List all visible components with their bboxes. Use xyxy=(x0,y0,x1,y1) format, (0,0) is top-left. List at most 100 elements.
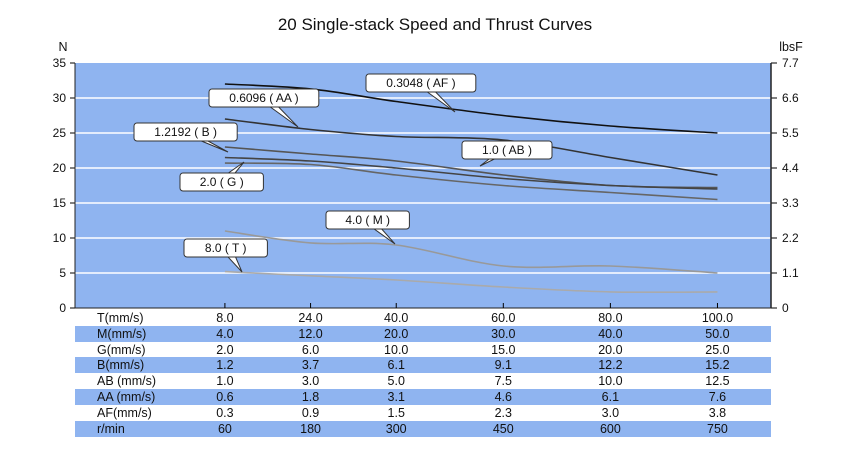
table-cell: 1.0 xyxy=(216,374,234,389)
y-left-tick-label: 20 xyxy=(53,161,67,175)
table-cell: 40.0 xyxy=(384,311,409,325)
table-row: r/min 60 180 300 450 600 750 xyxy=(75,420,771,437)
table-row: G(mm/s) 2.0 6.0 10.0 15.0 20.0 25.0 xyxy=(75,342,771,358)
table-row-label: T(mm/s) xyxy=(97,311,144,325)
series-line xyxy=(224,156,718,190)
table-cell: 15.0 xyxy=(491,342,516,357)
table-row: AA (mm/s) 0.6 1.8 3.1 4.6 6.1 7.6 xyxy=(75,389,771,405)
series-line xyxy=(224,162,718,201)
table-cell: 7.6 xyxy=(708,390,727,404)
callout-box xyxy=(325,210,410,230)
series-label: 0.3048 ( AF ) xyxy=(386,76,455,90)
table-row-label: M(mm/s) xyxy=(97,326,147,341)
table-cell: 1.2 xyxy=(216,358,234,373)
table-cell: 3.0 xyxy=(301,374,320,389)
table-row-label: AF(mm/s) xyxy=(97,405,152,420)
series-label: 2.0 ( G ) xyxy=(200,175,244,189)
chart-title: 20 Single-stack Speed and Thrust Curves xyxy=(277,15,593,34)
table-cell: 60.0 xyxy=(491,311,516,325)
table-cell: 9.1 xyxy=(494,358,512,373)
table-cell: 1.5 xyxy=(387,405,405,420)
table-cell: 4.6 xyxy=(494,390,512,404)
table-cell: 1.8 xyxy=(301,390,320,404)
series-line xyxy=(224,118,718,176)
y-right-tick-label: 2.2 xyxy=(782,231,799,245)
table-cell: 12.5 xyxy=(705,374,730,389)
y-right-tick-label: 3.3 xyxy=(782,196,799,210)
series-label: 1.2192 ( B ) xyxy=(154,125,217,139)
table-cell: 3.1 xyxy=(387,390,405,404)
y-left-tick-label: 30 xyxy=(53,91,67,105)
table-row-label: AB (mm/s) xyxy=(97,374,157,389)
callout-box xyxy=(183,238,268,258)
series-label: 4.0 ( M ) xyxy=(345,213,390,227)
table-row-label: G(mm/s) xyxy=(97,342,146,357)
table-cell: 6.1 xyxy=(387,358,405,373)
y-left-tick-label: 10 xyxy=(53,231,67,245)
table-cell: 3.8 xyxy=(708,405,727,420)
y-right-axis-label: lbsF xyxy=(779,40,803,54)
table-cell: 10.0 xyxy=(598,374,623,389)
y-left-tick-label: 5 xyxy=(59,266,66,280)
table-cell: 300 xyxy=(385,421,407,436)
table-cell: 3.7 xyxy=(301,358,320,373)
table-cell: 0.3 xyxy=(216,405,234,420)
y-right-tick-label: 7.7 xyxy=(782,56,799,70)
y-left-tick-label: 25 xyxy=(53,126,67,140)
y-right-tick-label: 1.1 xyxy=(782,266,799,280)
table-row: AF(mm/s) 0.3 0.9 1.5 2.3 3.0 3.8 xyxy=(75,405,771,421)
plot-background xyxy=(75,63,771,308)
table-cell: 2.3 xyxy=(494,405,512,420)
table-cell: 2.0 xyxy=(216,342,234,357)
y-right-tick-label: 0 xyxy=(782,301,789,315)
y-right-tick-label: 6.6 xyxy=(782,91,799,105)
table-cell: 60 xyxy=(217,421,232,436)
table-cell: 8.0 xyxy=(216,311,234,325)
series-line xyxy=(224,230,718,274)
series-label: 0.6096 ( AA ) xyxy=(229,91,298,105)
table-cell: 0.6 xyxy=(216,390,234,404)
table-cell: 3.0 xyxy=(601,405,620,420)
y-left-axis-label: N xyxy=(58,40,67,54)
y-right-tick-label: 5.5 xyxy=(782,126,799,140)
table-row: T(mm/s) 8.0 24.0 40.0 60.0 80.0 100.0 xyxy=(75,310,771,326)
table-cell: 750 xyxy=(707,421,728,436)
callout-box xyxy=(208,88,320,108)
table-cell: 5.0 xyxy=(387,374,405,389)
table-row-label: B(mm/s) xyxy=(97,358,145,373)
table-cell: 600 xyxy=(599,421,621,436)
y-left-tick-label: 35 xyxy=(53,56,67,70)
y-right-tick-label: 4.4 xyxy=(782,161,799,175)
table-cell: 30.0 xyxy=(491,326,516,341)
table-cell: 25.0 xyxy=(705,342,730,357)
table-cell: 450 xyxy=(492,421,514,436)
y-left-tick-label: 0 xyxy=(59,301,66,315)
callout-box xyxy=(179,172,264,192)
table-cell: 0.9 xyxy=(301,405,320,420)
series-line xyxy=(224,270,718,294)
table-cell: 6.1 xyxy=(601,390,620,404)
table-cell: 20.0 xyxy=(384,326,409,341)
table-cell: 80.0 xyxy=(598,311,623,325)
series-label: 1.0 ( AB ) xyxy=(482,143,532,157)
table-cell: 15.2 xyxy=(705,358,730,373)
y-left-tick-label: 15 xyxy=(53,196,67,210)
series-label: 8.0 ( T ) xyxy=(205,241,247,255)
callout-box xyxy=(365,73,477,93)
table-row: B(mm/s) 1.2 3.7 6.1 9.1 12.2 15.2 xyxy=(75,357,771,374)
table-cell: 20.0 xyxy=(598,342,623,357)
callout-box xyxy=(461,140,553,160)
table-cell: 7.5 xyxy=(494,374,512,389)
table-cell: 12.2 xyxy=(598,358,623,373)
callout-box xyxy=(133,122,238,142)
table-row: AB (mm/s) 1.0 3.0 5.0 7.5 10.0 12.5 xyxy=(75,373,771,389)
table-cell: 50.0 xyxy=(705,326,730,341)
table-cell: 4.0 xyxy=(216,326,234,341)
table-cell: 40.0 xyxy=(598,326,623,341)
table-cell: 12.0 xyxy=(298,326,323,341)
series-line xyxy=(224,83,718,134)
table-row-label: AA (mm/s) xyxy=(97,390,156,404)
table-cell: 24.0 xyxy=(298,311,323,325)
table-cell: 180 xyxy=(300,421,321,436)
